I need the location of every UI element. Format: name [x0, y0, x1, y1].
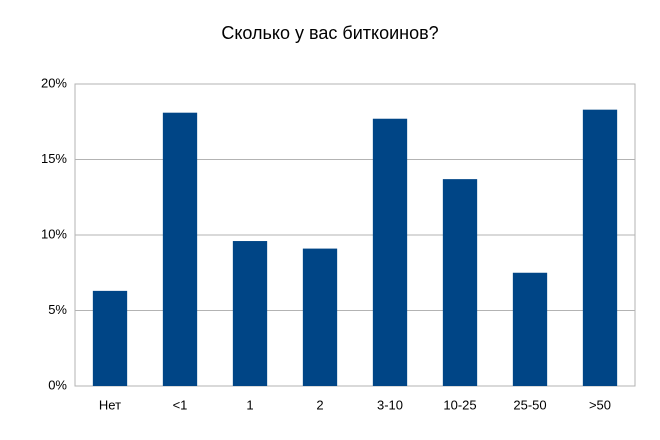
- x-tick-label: 3-10: [377, 397, 403, 412]
- x-tick-label: >50: [589, 397, 611, 412]
- x-tick-label: 2: [316, 397, 323, 412]
- x-tick-label: 10-25: [443, 397, 476, 412]
- y-tick-label: 15%: [41, 151, 67, 166]
- x-tick-label: <1: [173, 397, 188, 412]
- plot-border: [74, 83, 636, 387]
- bar: [442, 179, 478, 386]
- bar: [302, 248, 338, 386]
- bar: [582, 109, 618, 387]
- x-tick-label: 1: [246, 397, 253, 412]
- y-tick-label: 10%: [41, 226, 67, 241]
- chart-title: Сколько у вас биткоинов?: [221, 23, 438, 43]
- bar: [512, 272, 548, 386]
- x-tick-label: 25-50: [513, 397, 546, 412]
- y-tick-label: 20%: [41, 75, 67, 90]
- bar: [232, 241, 268, 386]
- bar: [372, 118, 408, 386]
- y-tick-label: 5%: [48, 302, 67, 317]
- bar: [162, 112, 198, 386]
- x-tick-label: Нет: [99, 397, 121, 412]
- y-tick-label: 0%: [48, 377, 67, 392]
- bar: [92, 290, 128, 386]
